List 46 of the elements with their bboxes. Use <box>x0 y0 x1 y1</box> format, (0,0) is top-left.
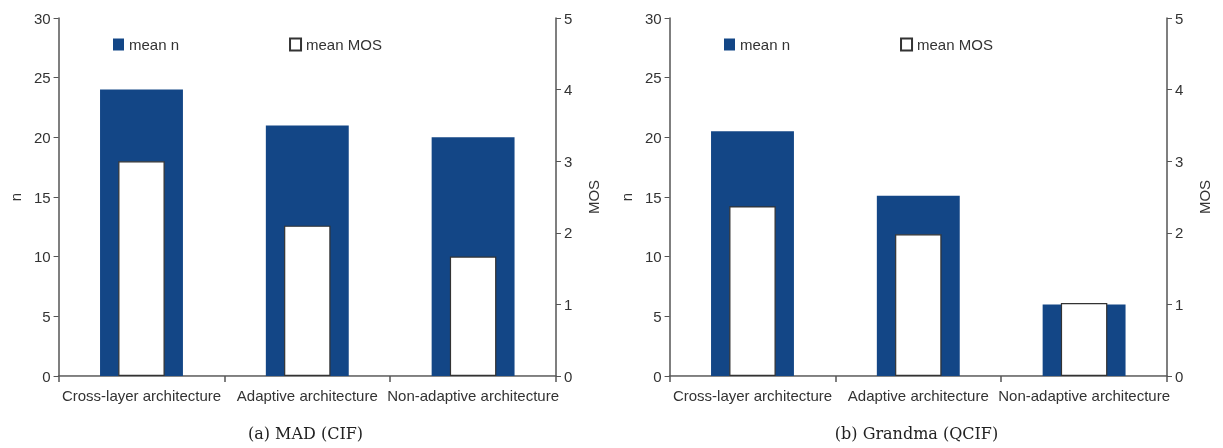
y-tick-label: 25 <box>33 69 51 87</box>
y-tick-label: 30 <box>644 9 662 27</box>
y-tick-label: 10 <box>33 248 51 266</box>
y-tick-label: 5 <box>42 307 51 325</box>
y-tick-label: 0 <box>653 367 662 385</box>
y2-tick-label: 2 <box>1175 224 1184 242</box>
y-tick-label: 0 <box>42 367 51 385</box>
legend-label: mean n <box>740 36 791 53</box>
bar <box>449 256 497 376</box>
y-axis-title: n <box>618 192 635 202</box>
legend-label: mean n <box>129 36 180 53</box>
bar <box>284 225 331 376</box>
y-tick-label: 20 <box>644 128 662 146</box>
x-tick-label: Non-adaptive architecture <box>998 387 1170 404</box>
y-tick-label: 15 <box>644 188 662 206</box>
y2-tick-label: 1 <box>1175 295 1184 313</box>
x-tick-label: Adaptive architecture <box>847 387 989 404</box>
y2-tick-label: 3 <box>1175 152 1184 170</box>
bar <box>118 161 165 376</box>
text: (b) Grandma (QCIF) <box>834 423 999 443</box>
y-tick-label: 5 <box>653 307 662 325</box>
y-tick-label: 25 <box>644 69 662 87</box>
y-tick-label: 30 <box>33 9 51 27</box>
y2-tick-label: 1 <box>564 295 573 313</box>
y-tick-label: 10 <box>644 248 662 266</box>
y-tick-label: 20 <box>33 128 51 146</box>
bar <box>729 206 776 376</box>
y2-tick-label: 0 <box>1175 367 1184 385</box>
x-tick-label: Non-adaptive architecture <box>387 387 559 404</box>
y-tick-label: 15 <box>33 188 51 206</box>
legend-label: mean MOS <box>306 36 382 53</box>
y2-tick-label: 5 <box>1175 9 1184 27</box>
y2-tick-label: 4 <box>1175 81 1184 99</box>
x-tick-label: Cross-layer architecture <box>61 387 222 404</box>
legend-label: mean MOS <box>917 36 993 53</box>
text: (a) MAD (CIF) <box>247 423 364 443</box>
y2-tick-label: 2 <box>564 224 573 242</box>
y2-tick-label: 4 <box>564 81 573 99</box>
y2-tick-label: 3 <box>564 152 573 170</box>
y2-tick-label: 5 <box>564 9 573 27</box>
x-tick-label: Adaptive architecture <box>236 387 378 404</box>
y2-tick-label: 0 <box>564 367 573 385</box>
y2-axis-title: MOS <box>585 179 602 215</box>
y2-axis-title: MOS <box>1196 179 1213 215</box>
y-axis-title: n <box>7 192 24 202</box>
x-tick-label: Cross-layer architecture <box>672 387 833 404</box>
